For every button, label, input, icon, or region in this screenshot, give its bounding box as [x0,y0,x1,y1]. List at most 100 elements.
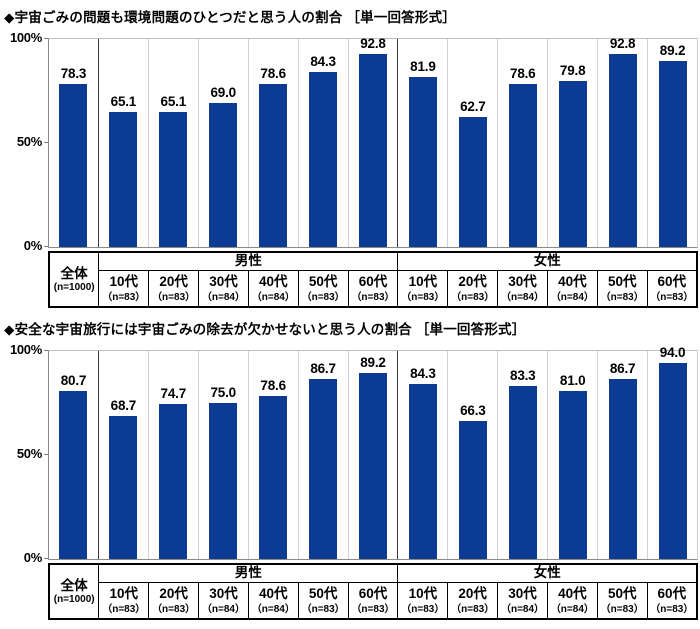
age-n-label: （n=83） [301,603,345,615]
y-axis-tick-label: 100% [9,30,42,45]
age-cell: 50代 （n=83） [297,581,349,620]
chart-section-space-debris-environment: ◆宇宙ごみの問題も環境問題のひとつだと思う人の割合 ［単一回答形式］ 78.3 6… [0,0,700,310]
bar-value-label: 83.3 [510,367,536,383]
bar [259,83,288,247]
age-label: 10代 [109,273,139,289]
age-cell: 10代 （n=83） [98,581,150,620]
gender-header: 男性 [98,563,399,583]
bar-value-label: 66.3 [460,403,486,419]
age-cell: 20代 （n=83） [447,269,499,308]
table-age-row: 10代 （n=83） 20代 （n=83） 30代 （n=84） 40代 （n=84） 50代 （… [49,581,698,620]
gender-label: 男性 [234,253,262,269]
age-label: 10代 [109,585,139,601]
age-label: 60代 [657,273,687,289]
age-label: 20代 [159,273,188,289]
age-label: 20代 [159,585,188,601]
gender-header: 男性 [98,251,399,271]
bar-value-label: 81.0 [559,372,586,388]
bar [209,103,238,247]
bar [59,84,88,247]
age-cell: 40代 （n=84） [247,269,299,308]
bar-value-label: 65.1 [110,93,137,109]
age-n-label: （n=83） [650,603,694,615]
bar-value-label: 86.7 [310,360,336,376]
age-cell: 30代 （n=84） [497,269,548,308]
bar-column: 62.7 [447,39,497,247]
bar [259,395,288,559]
y-axis-tick-mark [44,142,48,143]
bar-column: 78.6 [247,39,298,247]
bar-column: 84.3 [297,39,348,247]
age-label: 60代 [358,273,388,289]
age-n-label: （n=83） [600,603,644,615]
age-n-label: （n=84） [201,291,245,303]
age-n-label: （n=84） [550,603,594,615]
bar [358,53,387,247]
bar-value-label: 74.7 [160,385,187,401]
category-table: 全体 (n=1000) 男性 女性 10代 （n=83） 20代 （n=83） 30代 （n=84… [48,563,698,620]
gender-header: 女性 [397,563,698,583]
bar [159,403,188,559]
bar-column: 65.1 [147,39,198,247]
age-n-label: （n=84） [550,291,594,303]
y-axis-tick-label: 0% [23,550,43,565]
bar [59,391,88,559]
age-label: 40代 [558,273,587,289]
age-cell: 60代 （n=83） [646,581,698,620]
age-n-label: （n=83） [600,291,644,303]
bar-value-label: 92.8 [609,35,636,51]
bar [508,385,537,559]
age-cell: 60代 （n=83） [347,269,399,308]
chart-title: ◆宇宙ごみの問題も環境問題のひとつだと思う人の割合 ［単一回答形式］ [4,10,456,25]
bar-column: 86.7 [297,351,348,559]
category-table: 全体 (n=1000) 男性 女性 10代 （n=83） 20代 （n=83） 30代 （n=84… [48,251,698,308]
bar-column: 78.3 [49,39,98,247]
bar-column: 92.8 [597,35,647,247]
y-axis-tick-label: 50% [16,134,42,149]
age-label: 30代 [209,585,238,601]
age-n-label: （n=83） [152,291,196,303]
bar [558,81,587,247]
bar-column: 92.8 [347,35,398,247]
age-cell: 40代 （n=84） [546,581,598,620]
age-n-label: （n=84） [201,603,245,615]
age-label: 40代 [259,585,288,601]
age-n-label: （n=83） [152,603,196,615]
bar-column: 89.2 [347,351,398,559]
age-n-label: （n=83） [451,603,495,615]
bar-value-label: 84.3 [310,53,336,69]
age-label: 30代 [209,273,238,289]
bar-column: 83.3 [497,351,547,559]
bar-value-label: 78.6 [510,65,536,81]
y-axis-tick-mark [44,558,48,559]
bar [658,363,687,559]
age-cell: 40代 （n=84） [546,269,598,308]
table-age-row: 10代 （n=83） 20代 （n=83） 30代 （n=84） 40代 （n=84） 50代 （… [49,269,698,308]
y-axis-tick-mark [44,246,48,247]
y-axis-tick-label: 100% [9,342,42,357]
bar-column: 81.9 [397,39,447,247]
bar [508,83,537,247]
chart-section-space-debris-removal: ◆安全な宇宙旅行には宇宙ごみの除去が欠かせないと思う人の割合 ［単一回答形式］ … [0,312,700,622]
age-label: 40代 [558,585,587,601]
bar-column: 66.3 [447,351,497,559]
bar-column: 89.2 [647,39,697,247]
bar [408,76,437,247]
bar [109,416,138,559]
age-label: 30代 [508,585,537,601]
overall-cell: 全体 (n=1000) [48,251,100,308]
bar [658,61,687,247]
bar-value-label: 89.2 [360,355,386,371]
bar-value-label: 68.7 [110,398,137,414]
bar-value-label: 89.2 [659,43,686,59]
bar-column: 84.3 [397,351,447,559]
bar-value-label: 92.8 [360,35,386,51]
bar-value-label: 79.8 [559,63,586,79]
bar-value-label: 78.3 [60,66,87,82]
age-n-label: （n=83） [102,291,146,303]
gender-label: 男性 [234,565,262,581]
age-label: 20代 [458,273,487,289]
age-cell: 50代 （n=83） [596,581,648,620]
bar-column: 78.6 [247,351,298,559]
